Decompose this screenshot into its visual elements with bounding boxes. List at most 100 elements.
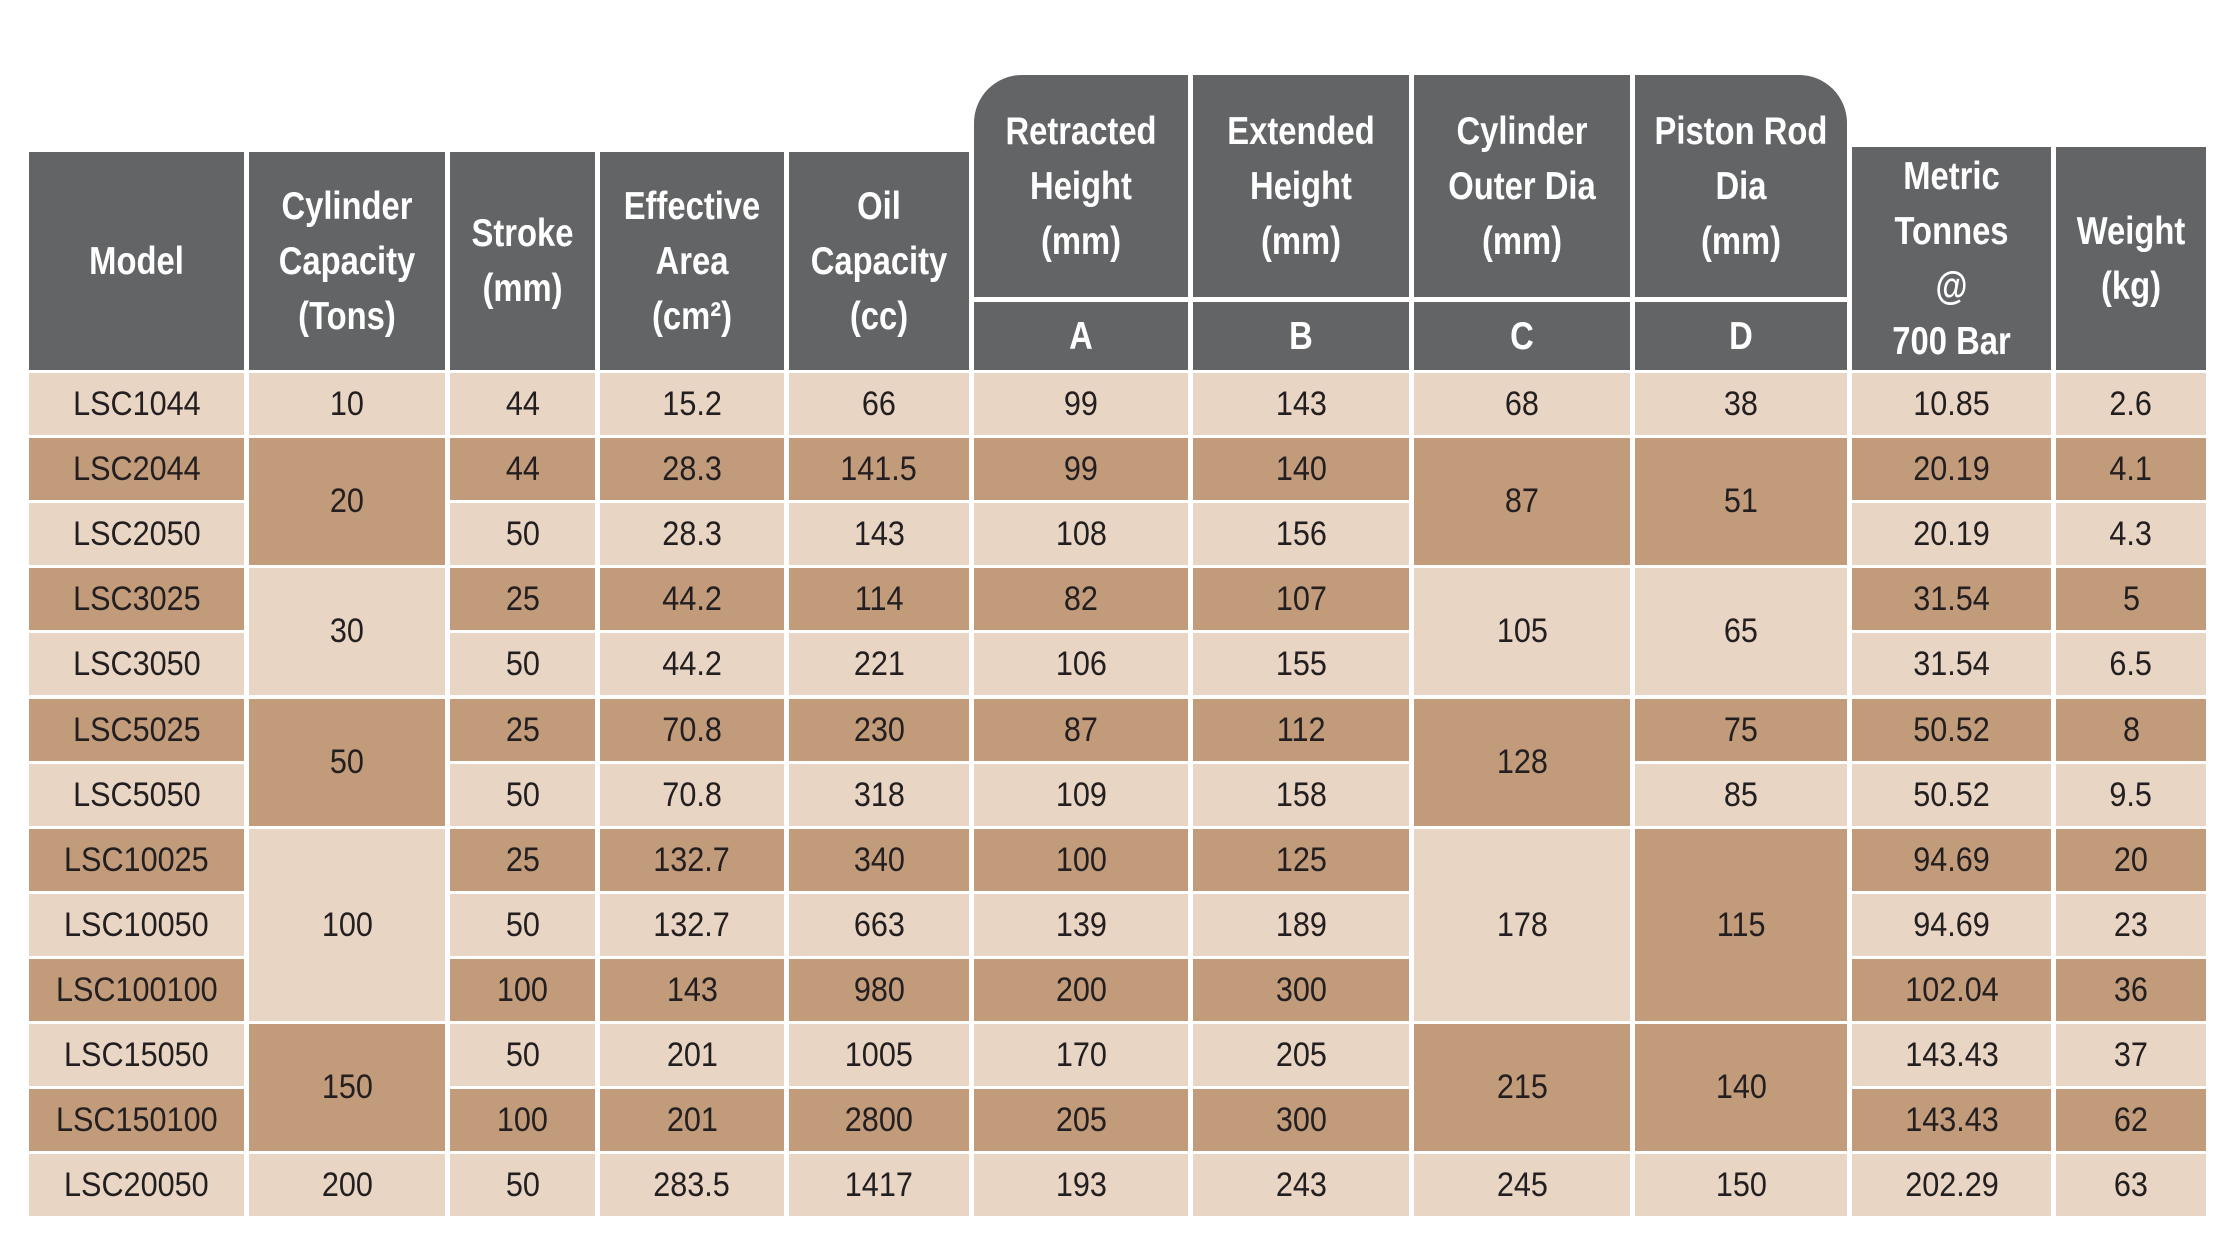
cell-area-text: 44.2	[662, 579, 722, 618]
cell-model-text: LSC3025	[72, 579, 201, 618]
cell-b: 155	[1193, 633, 1409, 695]
cell-weight: 63	[2056, 1154, 2206, 1216]
header-cylinder-outer-dia-label: Cylinder Outer Dia (mm)	[1448, 109, 1596, 263]
cell-oil-text: 2800	[844, 1100, 914, 1139]
header-sub-a: A	[974, 302, 1188, 370]
cell-model-text: LSC5050	[72, 775, 201, 814]
cell-a: 139	[974, 894, 1188, 956]
cell-b-text: 205	[1275, 1035, 1327, 1074]
cell-model: LSC2044	[29, 438, 244, 500]
header-piston-rod-dia-label: Piston Rod Dia (mm)	[1654, 109, 1828, 263]
cell-oil-text: 663	[853, 905, 905, 944]
cell-tonnes-text: 143.43	[1904, 1100, 1999, 1139]
cell-stroke: 50	[450, 764, 595, 826]
cell-b-text: 125	[1275, 840, 1327, 879]
cell-area: 143	[600, 959, 784, 1021]
cell-oil: 66	[789, 373, 969, 435]
header-sub-b-label: B	[1289, 314, 1313, 358]
cell-a-text: 106	[1055, 644, 1107, 683]
cell-weight: 20	[2056, 829, 2206, 891]
cell-area-text: 201	[666, 1100, 718, 1139]
cell-capacity-groups-text: 100	[321, 905, 373, 944]
cell-area: 44.2	[600, 633, 784, 695]
cell-weight-text: 8	[2122, 710, 2140, 749]
cell-b: 189	[1193, 894, 1409, 956]
cell-area: 132.7	[600, 829, 784, 891]
cell-model: LSC10050	[29, 894, 244, 956]
cell-stroke: 100	[450, 1089, 595, 1151]
cell-model: LSC3050	[29, 633, 244, 695]
cell-model-text: LSC10050	[64, 905, 209, 944]
cell-a: 108	[974, 503, 1188, 565]
cell-stroke-text: 50	[505, 644, 540, 683]
cell-oil-text: 221	[853, 644, 905, 683]
header-effective-area-label: Effective Area (cm²)	[623, 184, 761, 338]
cell-model: LSC150100	[29, 1089, 244, 1151]
cell-model: LSC2050	[29, 503, 244, 565]
cell-stroke-text: 50	[505, 775, 540, 814]
cell-outer-dia-groups: 105	[1414, 568, 1630, 695]
cell-weight-text: 63	[2113, 1165, 2149, 1204]
cell-tonnes-text: 143.43	[1904, 1035, 1999, 1074]
cell-area: 44.2	[600, 568, 784, 630]
cell-b-text: 243	[1275, 1165, 1327, 1204]
cell-tonnes: 20.19	[1852, 503, 2051, 565]
cell-a-text: 108	[1055, 514, 1107, 553]
cell-model-text: LSC2044	[72, 449, 201, 488]
cell-tonnes: 50.52	[1852, 764, 2051, 826]
cell-model: LSC3025	[29, 568, 244, 630]
cell-oil: 663	[789, 894, 969, 956]
cell-stroke: 50	[450, 894, 595, 956]
cell-b: 243	[1193, 1154, 1409, 1216]
cell-oil: 1417	[789, 1154, 969, 1216]
header-piston-rod-dia: Piston Rod Dia (mm)	[1635, 75, 1847, 297]
cell-weight: 4.1	[2056, 438, 2206, 500]
cell-weight-text: 36	[2113, 970, 2149, 1009]
cell-weight: 2.6	[2056, 373, 2206, 435]
cell-stroke-text: 100	[496, 970, 549, 1009]
cell-oil: 143	[789, 503, 969, 565]
cell-oil-text: 66	[861, 384, 897, 423]
cell-area: 28.3	[600, 438, 784, 500]
cell-b-text: 107	[1275, 579, 1327, 618]
header-sub-a-label: A	[1069, 314, 1093, 358]
cell-outer-dia-groups-text: 87	[1504, 482, 1540, 520]
cell-weight: 9.5	[2056, 764, 2206, 826]
cell-stroke-text: 50	[505, 514, 540, 553]
cell-stroke-text: 50	[505, 1165, 540, 1204]
cell-tonnes: 10.85	[1852, 373, 2051, 435]
cell-weight: 23	[2056, 894, 2206, 956]
cell-capacity-groups: 100	[249, 829, 445, 1021]
cell-oil: 1005	[789, 1024, 969, 1086]
cell-a: 87	[974, 699, 1188, 761]
cell-area: 132.7	[600, 894, 784, 956]
cell-b-text: 155	[1275, 644, 1327, 683]
cell-outer-dia-groups-text: 245	[1496, 1165, 1548, 1204]
cell-rod-dia-groups-text: 150	[1715, 1165, 1767, 1204]
cell-rod-dia-groups: 38	[1635, 373, 1847, 435]
cell-tonnes: 143.43	[1852, 1024, 2051, 1086]
cell-stroke-text: 25	[505, 710, 540, 749]
cell-a-text: 193	[1055, 1165, 1107, 1204]
header-stroke: Stroke (mm)	[450, 152, 595, 370]
cell-tonnes: 94.69	[1852, 894, 2051, 956]
cell-capacity-groups-text: 10	[329, 384, 365, 423]
cell-area: 70.8	[600, 699, 784, 761]
cell-outer-dia-groups: 68	[1414, 373, 1630, 435]
cell-capacity-groups: 200	[249, 1154, 445, 1216]
cell-tonnes-text: 50.52	[1913, 775, 1990, 814]
cell-model-text: LSC10025	[64, 840, 209, 879]
cell-rod-dia-groups-text: 140	[1715, 1068, 1767, 1106]
cell-b: 143	[1193, 373, 1409, 435]
header-cylinder-capacity: Cylinder Capacity (Tons)	[249, 152, 445, 370]
cell-oil-text: 230	[853, 710, 905, 749]
cell-capacity-groups: 150	[249, 1024, 445, 1151]
cell-oil-text: 114	[854, 579, 904, 618]
cell-rod-dia-groups: 85	[1635, 764, 1847, 826]
header-weight: Weight (kg)	[2056, 147, 2206, 370]
cell-outer-dia-groups: 178	[1414, 829, 1630, 1021]
cell-area: 28.3	[600, 503, 784, 565]
cell-area: 15.2	[600, 373, 784, 435]
cell-capacity-groups: 20	[249, 438, 445, 565]
cell-oil: 2800	[789, 1089, 969, 1151]
